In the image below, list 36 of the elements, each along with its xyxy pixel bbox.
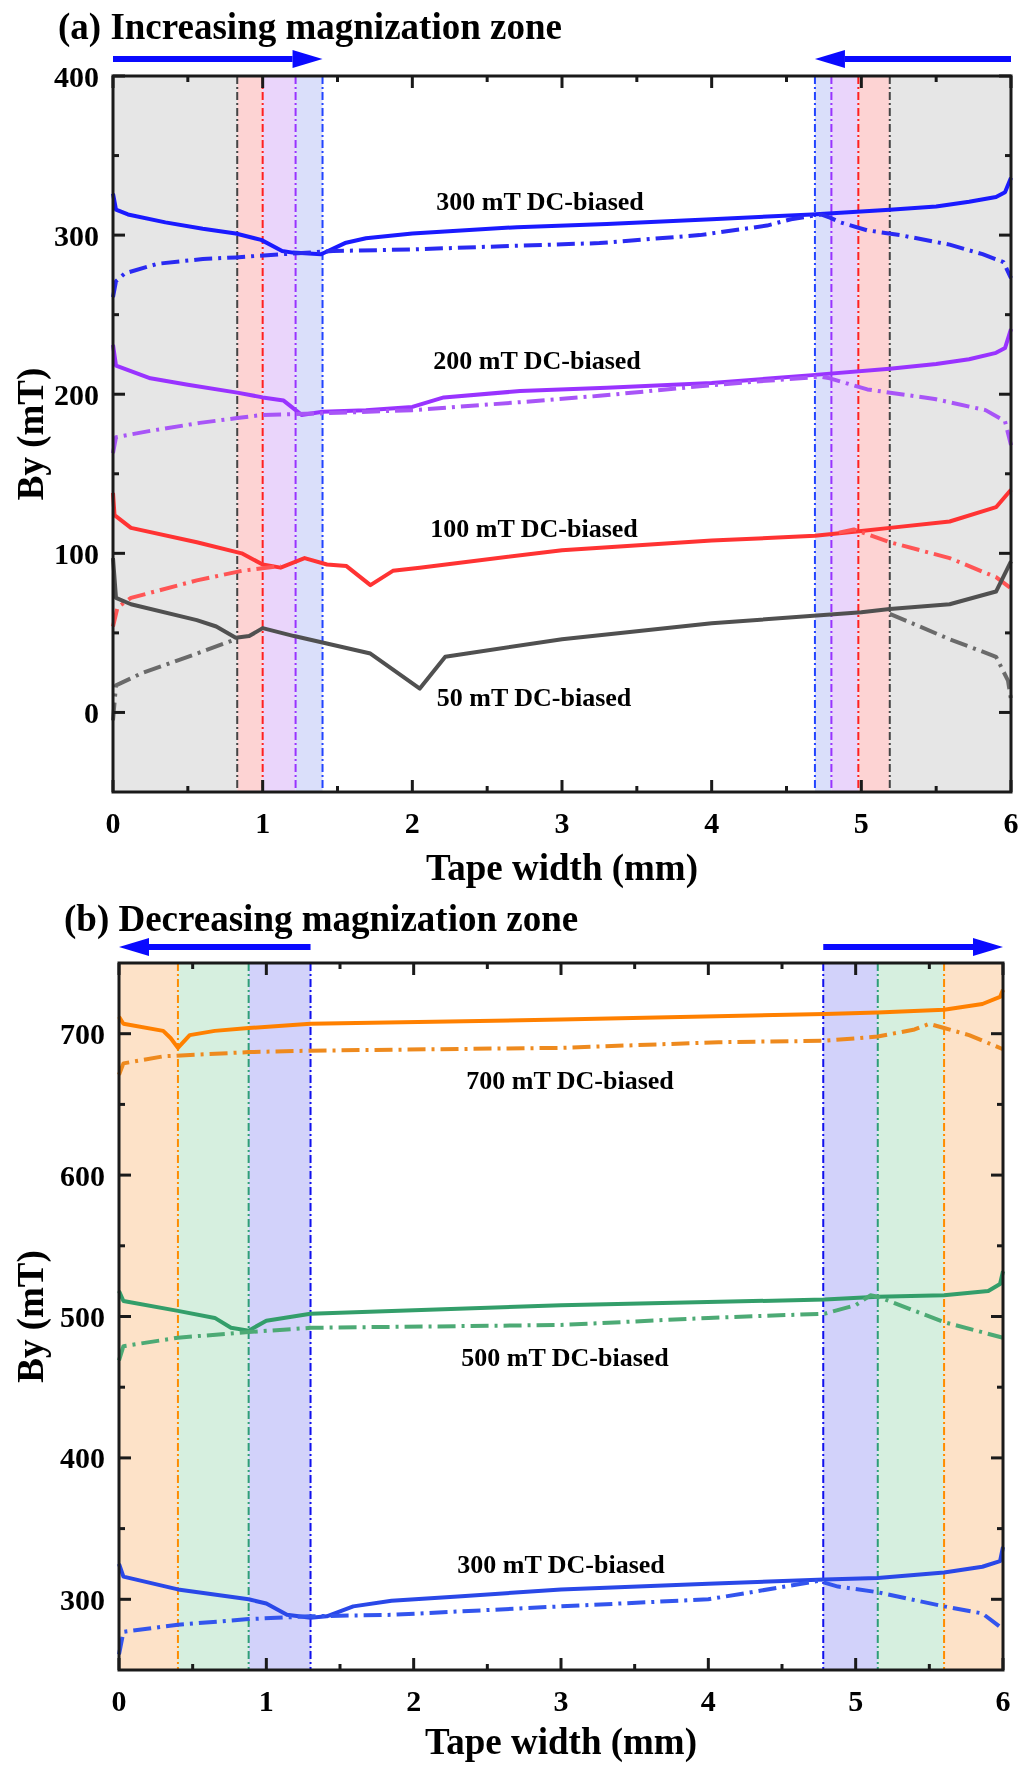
y-axis-title: By (mT) xyxy=(9,367,52,501)
y-tick-label: 400 xyxy=(54,59,99,93)
x-tick-label: 5 xyxy=(848,1683,864,1717)
x-tick-label: 2 xyxy=(404,805,420,839)
x-tick-label: 6 xyxy=(1003,805,1019,839)
x-axis-title: Tape width (mm) xyxy=(425,846,699,889)
x-tick-label: 4 xyxy=(704,805,720,839)
y-tick-label: 400 xyxy=(60,1441,105,1475)
y-tick-label: 300 xyxy=(54,218,99,252)
y-tick-label: 600 xyxy=(60,1158,105,1192)
annotation: 50 mT DC-biased xyxy=(436,682,632,712)
y-tick-label: 0 xyxy=(84,695,99,729)
annotation: 200 mT DC-biased xyxy=(433,345,642,375)
x-tick-label: 0 xyxy=(111,1683,127,1717)
annotation: 300 mT DC-biased xyxy=(457,1549,666,1579)
x-tick-label: 5 xyxy=(853,805,869,839)
x-tick-label: 4 xyxy=(700,1683,716,1717)
x-tick-label: 1 xyxy=(255,805,271,839)
x-tick-label: 3 xyxy=(553,1683,569,1717)
x-tick-label: 2 xyxy=(406,1683,422,1717)
x-tick-label: 3 xyxy=(554,805,570,839)
chart-title: (b) Decreasing magnization zone xyxy=(64,897,579,940)
x-axis-title: Tape width (mm) xyxy=(424,1720,698,1763)
x-tick-label: 6 xyxy=(995,1683,1011,1717)
x-tick-label: 1 xyxy=(258,1683,274,1717)
y-axis-title: By (mT) xyxy=(9,1250,52,1383)
y-tick-label: 200 xyxy=(54,377,99,411)
y-tick-label: 700 xyxy=(60,1017,105,1051)
annotation: 300 mT DC-biased xyxy=(436,186,645,216)
chart-title: (a) Increasing magnization zone xyxy=(58,5,562,48)
y-tick-label: 500 xyxy=(60,1300,105,1333)
annotation: 100 mT DC-biased xyxy=(430,513,639,543)
annotation: 700 mT DC-biased xyxy=(466,1065,675,1095)
y-tick-label: 300 xyxy=(60,1582,105,1616)
y-tick-label: 100 xyxy=(54,536,99,570)
annotation: 500 mT DC-biased xyxy=(461,1342,670,1372)
